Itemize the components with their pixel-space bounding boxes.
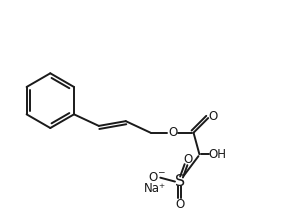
Text: O: O <box>149 171 158 184</box>
Text: Na⁺: Na⁺ <box>144 182 166 195</box>
Text: OH: OH <box>208 148 226 161</box>
Text: O: O <box>175 197 184 211</box>
Text: O: O <box>209 110 218 123</box>
Text: S: S <box>175 174 185 189</box>
Text: O: O <box>168 126 178 139</box>
Text: −: − <box>156 167 164 176</box>
Text: O: O <box>183 153 192 166</box>
